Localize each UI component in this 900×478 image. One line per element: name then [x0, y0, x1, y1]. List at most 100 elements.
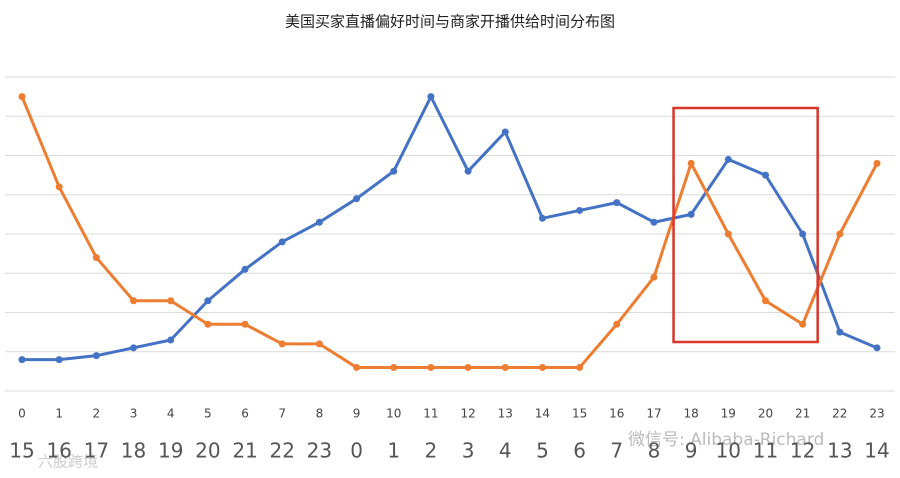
x-tick-label: 9: [353, 407, 361, 421]
point: [92, 254, 100, 262]
x-tick-label: 4: [167, 407, 175, 421]
x-secondary-label: 13: [827, 439, 852, 463]
point: [241, 320, 249, 328]
point: [18, 93, 26, 101]
x-tick-label: 0: [18, 407, 26, 421]
x-tick-label: 21: [795, 407, 810, 421]
point: [873, 344, 881, 352]
x-tick-label: 18: [683, 407, 698, 421]
x-tick-label: 22: [832, 407, 847, 421]
x-secondary-label: 3: [462, 439, 475, 463]
x-secondary-label: 22: [269, 439, 294, 463]
point: [315, 218, 323, 226]
point: [687, 210, 695, 218]
point: [836, 230, 844, 238]
point: [18, 356, 26, 364]
point: [799, 320, 807, 328]
point: [613, 320, 621, 328]
watermark: 六股跨境: [38, 453, 98, 471]
x-tick-label: 15: [572, 407, 587, 421]
point: [464, 363, 472, 371]
point: [724, 155, 732, 163]
point: [390, 363, 398, 371]
x-secondary-label: 4: [499, 439, 512, 463]
x-tick-label: 8: [316, 407, 324, 421]
point: [761, 171, 769, 179]
x-secondary-label: 14: [864, 439, 889, 463]
point: [687, 159, 695, 167]
x-secondary-label: 15: [9, 439, 34, 463]
x-tick-label: 14: [535, 407, 550, 421]
x-tick-label: 11: [423, 407, 438, 421]
series-line: [20, 96, 879, 369]
x-secondary-label: 20: [195, 439, 220, 463]
point: [130, 297, 138, 305]
x-tick-label: 7: [278, 407, 286, 421]
x-tick-label: 17: [646, 407, 661, 421]
point: [724, 230, 732, 238]
x-tick-label: 5: [204, 407, 212, 421]
highlight-box: [672, 106, 819, 344]
x-secondary-label: 11: [753, 439, 778, 463]
point: [501, 128, 509, 136]
point: [315, 340, 323, 348]
point: [278, 238, 286, 246]
x-tick-label: 20: [758, 407, 773, 421]
point: [278, 340, 286, 348]
point: [167, 297, 175, 305]
x-tick-label: 13: [498, 407, 513, 421]
point: [130, 344, 138, 352]
x-secondary-label: 12: [790, 439, 815, 463]
point: [576, 206, 584, 214]
point: [799, 230, 807, 238]
point: [353, 363, 361, 371]
x-secondary-label: 1: [387, 439, 400, 463]
x-secondary-label: 8: [648, 439, 661, 463]
point: [241, 265, 249, 273]
point: [427, 363, 435, 371]
x-secondary-label: 18: [121, 439, 146, 463]
point: [204, 297, 212, 305]
point: [55, 183, 63, 191]
watermark: 微信号: Alibaba-Richard: [628, 430, 824, 450]
x-secondary-label: 0: [350, 439, 363, 463]
chart-title: 美国买家直播偏好时间与商家开播供给时间分布图: [285, 13, 615, 31]
point: [873, 159, 881, 167]
x-secondary-label: 21: [232, 439, 257, 463]
point: [761, 297, 769, 305]
point: [650, 218, 658, 226]
x-tick-label: 1: [55, 407, 63, 421]
point: [353, 195, 361, 203]
point: [464, 167, 472, 175]
point: [576, 363, 584, 371]
x-secondary-label: 2: [425, 439, 438, 463]
x-secondary-label: 6: [573, 439, 586, 463]
x-tick-label: 2: [93, 407, 101, 421]
point: [613, 199, 621, 207]
x-tick-label: 10: [386, 407, 401, 421]
x-secondary-label: 19: [158, 439, 183, 463]
x-secondary-label: 5: [536, 439, 549, 463]
x-secondary-label: 7: [610, 439, 623, 463]
point: [92, 352, 100, 360]
point: [204, 320, 212, 328]
x-secondary-label: 23: [307, 439, 332, 463]
x-secondary-label: 17: [84, 439, 109, 463]
series-line: [22, 95, 878, 362]
point: [55, 356, 63, 364]
point: [538, 363, 546, 371]
x-secondary-label: 10: [716, 439, 741, 463]
x-tick-label: 12: [460, 407, 475, 421]
point: [650, 273, 658, 281]
point: [427, 93, 435, 101]
point: [501, 363, 509, 371]
point: [538, 214, 546, 222]
x-tick-label: 19: [721, 407, 736, 421]
x-tick-label: 6: [241, 407, 249, 421]
point: [390, 167, 398, 175]
x-secondary-label: 16: [46, 439, 71, 463]
x-secondary-label: 9: [685, 439, 698, 463]
x-tick-label: 23: [869, 407, 884, 421]
x-tick-label: 16: [609, 407, 624, 421]
